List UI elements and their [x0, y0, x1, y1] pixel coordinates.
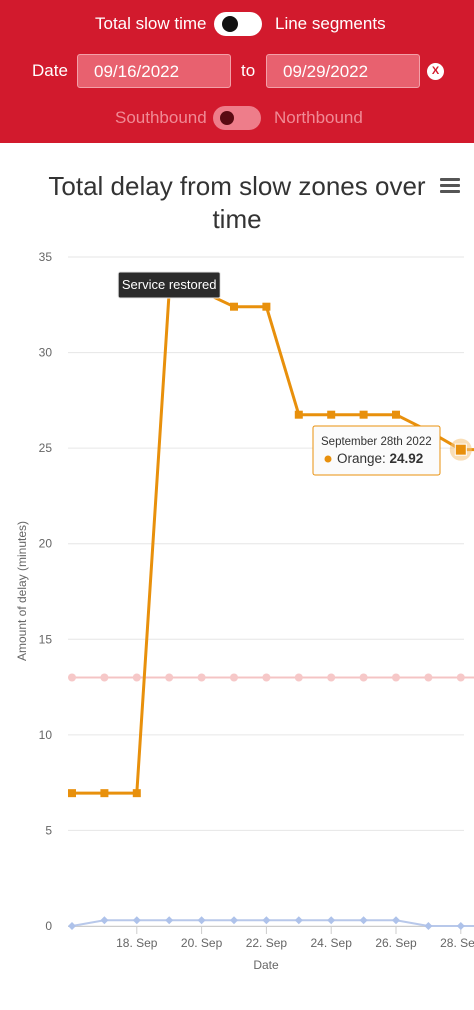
y-tick-label: 35 — [39, 250, 53, 264]
chart-title: Total delay from slow zones over time — [48, 171, 426, 234]
tooltip-series-name: Orange: — [337, 451, 390, 466]
orange-data-point[interactable] — [262, 302, 271, 311]
blue-data-point[interactable] — [132, 916, 141, 925]
red-data-point[interactable] — [327, 673, 336, 682]
blue-data-point[interactable] — [424, 922, 433, 930]
blue-data-point[interactable] — [165, 916, 174, 925]
x-axis-title: Date — [253, 958, 279, 972]
blue-data-point[interactable] — [197, 916, 206, 925]
direction-toggle-knob — [220, 111, 234, 125]
tooltip-series-marker — [324, 455, 332, 463]
service-restored-annotation: Service restored — [117, 271, 221, 299]
date-label: Date — [32, 61, 68, 80]
y-tick-label: 20 — [39, 537, 53, 551]
orange-data-point[interactable] — [68, 789, 76, 798]
blue-data-point[interactable] — [327, 916, 336, 925]
red-data-point[interactable] — [392, 673, 400, 682]
red-data-point[interactable] — [100, 673, 109, 682]
red-data-point[interactable] — [359, 673, 368, 682]
hovered-data-point[interactable] — [454, 443, 467, 456]
to-label: to — [241, 61, 256, 80]
y-axis-title: Amount of delay (minutes) — [15, 521, 29, 661]
red-data-point[interactable] — [294, 673, 303, 682]
southbound-label: Southbound — [115, 108, 207, 127]
blue-data-point[interactable] — [100, 916, 109, 925]
x-tick-label: 26. Sep — [375, 936, 417, 950]
red-data-point[interactable] — [68, 673, 76, 682]
direction-toggle[interactable] — [213, 106, 261, 130]
x-tick-label: 22. Sep — [246, 936, 288, 950]
toggle-knob — [222, 16, 238, 32]
blue-data-point[interactable] — [294, 916, 303, 925]
red-data-point[interactable] — [132, 673, 141, 682]
view-toggle-row: Total slow time Line segments — [0, 10, 474, 38]
orange-series-line — [72, 289, 474, 795]
blue-data-point[interactable] — [392, 916, 400, 925]
tooltip-value: 24.92 — [390, 451, 424, 466]
x-tick-label: 24. Sep — [311, 936, 353, 950]
tooltip-value-text: Orange: 24.92 — [337, 451, 423, 466]
red-data-point[interactable] — [262, 673, 271, 682]
orange-data-point[interactable] — [392, 410, 400, 419]
orange-data-point[interactable] — [100, 789, 109, 798]
tooltip-date: September 28th 2022 — [321, 436, 432, 448]
chart-menu-icon[interactable] — [440, 178, 460, 194]
blue-series-line — [71, 919, 474, 927]
controls-header: Total slow time Line segments Date 09/16… — [0, 0, 474, 143]
blue-data-point[interactable] — [230, 916, 238, 925]
data-tooltip: September 28th 2022 Orange: 24.92 — [312, 425, 441, 476]
menu-bar-icon — [440, 184, 460, 187]
y-tick-label: 25 — [39, 441, 53, 455]
red-data-point[interactable] — [424, 673, 433, 682]
red-data-point[interactable] — [230, 673, 238, 682]
red-data-point[interactable] — [456, 673, 465, 682]
view-mode-toggle[interactable] — [214, 12, 262, 36]
clear-dates-button[interactable]: X — [427, 63, 444, 80]
tooltip-box — [312, 425, 441, 476]
blue-data-point[interactable] — [456, 922, 465, 930]
menu-bar-icon — [440, 178, 460, 181]
y-tick-label: 15 — [39, 632, 53, 646]
total-slow-time-label: Total slow time — [95, 14, 207, 33]
orange-data-point[interactable] — [294, 410, 303, 419]
x-tick-label: 18. Sep — [116, 936, 158, 950]
end-date-input[interactable]: 09/29/2022 — [266, 54, 420, 88]
start-date-input[interactable]: 09/16/2022 — [77, 54, 231, 88]
orange-data-point[interactable] — [132, 789, 141, 798]
x-tick-label: 28. Sep — [440, 936, 474, 950]
y-tick-label: 30 — [39, 346, 53, 360]
annotation-text: Service restored — [122, 277, 217, 292]
orange-data-point[interactable] — [359, 410, 368, 419]
blue-data-point[interactable] — [359, 916, 368, 925]
x-tick-label: 20. Sep — [181, 936, 223, 950]
menu-bar-icon — [440, 190, 460, 193]
y-tick-label: 0 — [45, 919, 52, 933]
orange-data-point[interactable] — [327, 410, 336, 419]
y-tick-label: 10 — [39, 728, 53, 742]
blue-data-point[interactable] — [68, 922, 76, 930]
y-tick-label: 5 — [45, 823, 52, 837]
annotation-box — [117, 271, 221, 299]
red-data-point[interactable] — [197, 673, 206, 682]
orange-data-point[interactable] — [230, 302, 238, 311]
red-data-point[interactable] — [165, 673, 174, 682]
northbound-label: Northbound — [274, 108, 363, 127]
line-segments-label: Line segments — [275, 14, 386, 33]
blue-data-point[interactable] — [262, 916, 271, 925]
